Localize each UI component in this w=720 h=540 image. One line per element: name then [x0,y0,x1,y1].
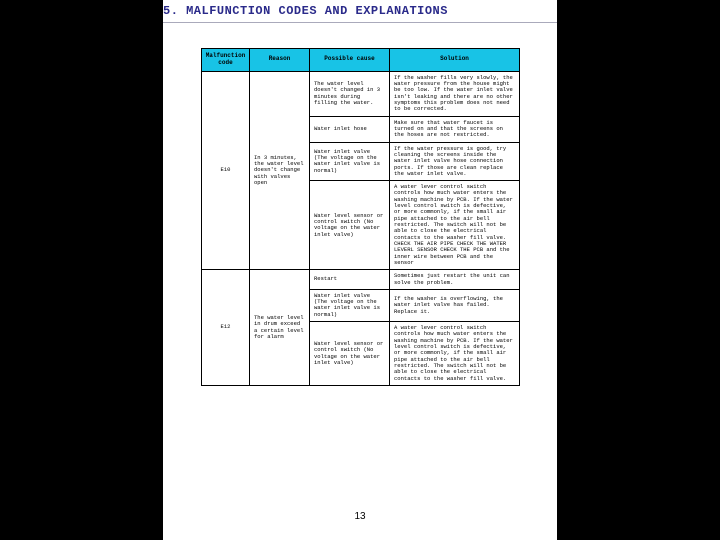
col-header-code: Malfunction code [202,49,250,72]
solution-cell: A water lever control switch controls ho… [390,181,520,270]
table-row: E10 In 3 minutes, the water level doesn'… [202,71,520,116]
solution-cell: Sometimes just restart the unit can solv… [390,270,520,290]
cause-cell: Restart [310,270,390,290]
cause-cell: Water inlet hose [310,116,390,142]
col-header-solution: Solution [390,49,520,72]
document-page: 5. MALFUNCTION CODES AND EXPLANATIONS Ma… [163,0,557,540]
solution-cell: If the washer fills very slowly, the wat… [390,71,520,116]
title-underline [163,22,557,23]
cause-cell: Water inlet valve (The voltage on the wa… [310,142,390,181]
solution-cell: If the washer is overflowing, the water … [390,289,520,321]
malfunction-table: Malfunction code Reason Possible cause S… [201,48,520,386]
page-number: 13 [354,511,365,522]
solution-cell: A water lever control switch controls ho… [390,322,520,386]
col-header-cause: Possible cause [310,49,390,72]
code-cell: E12 [202,270,250,386]
table-row: E12 The water level in drum exceed a cer… [202,270,520,290]
solution-cell: If the water pressure is good, try clean… [390,142,520,181]
cause-cell: Water level sensor or control switch (No… [310,322,390,386]
section-title: 5. MALFUNCTION CODES AND EXPLANATIONS [163,4,448,18]
reason-cell: In 3 minutes, the water level doesn't ch… [250,71,310,269]
col-header-reason: Reason [250,49,310,72]
cause-cell: Water inlet valve (The voltage on the wa… [310,289,390,321]
table-header-row: Malfunction code Reason Possible cause S… [202,49,520,72]
cause-cell: Water level sensor or control switch (No… [310,181,390,270]
solution-cell: Make sure that water faucet is turned on… [390,116,520,142]
cause-cell: The water level doesn't changed in 3 min… [310,71,390,116]
table-body: E10 In 3 minutes, the water level doesn'… [202,71,520,385]
code-cell: E10 [202,71,250,269]
reason-cell: The water level in drum exceed a certain… [250,270,310,386]
